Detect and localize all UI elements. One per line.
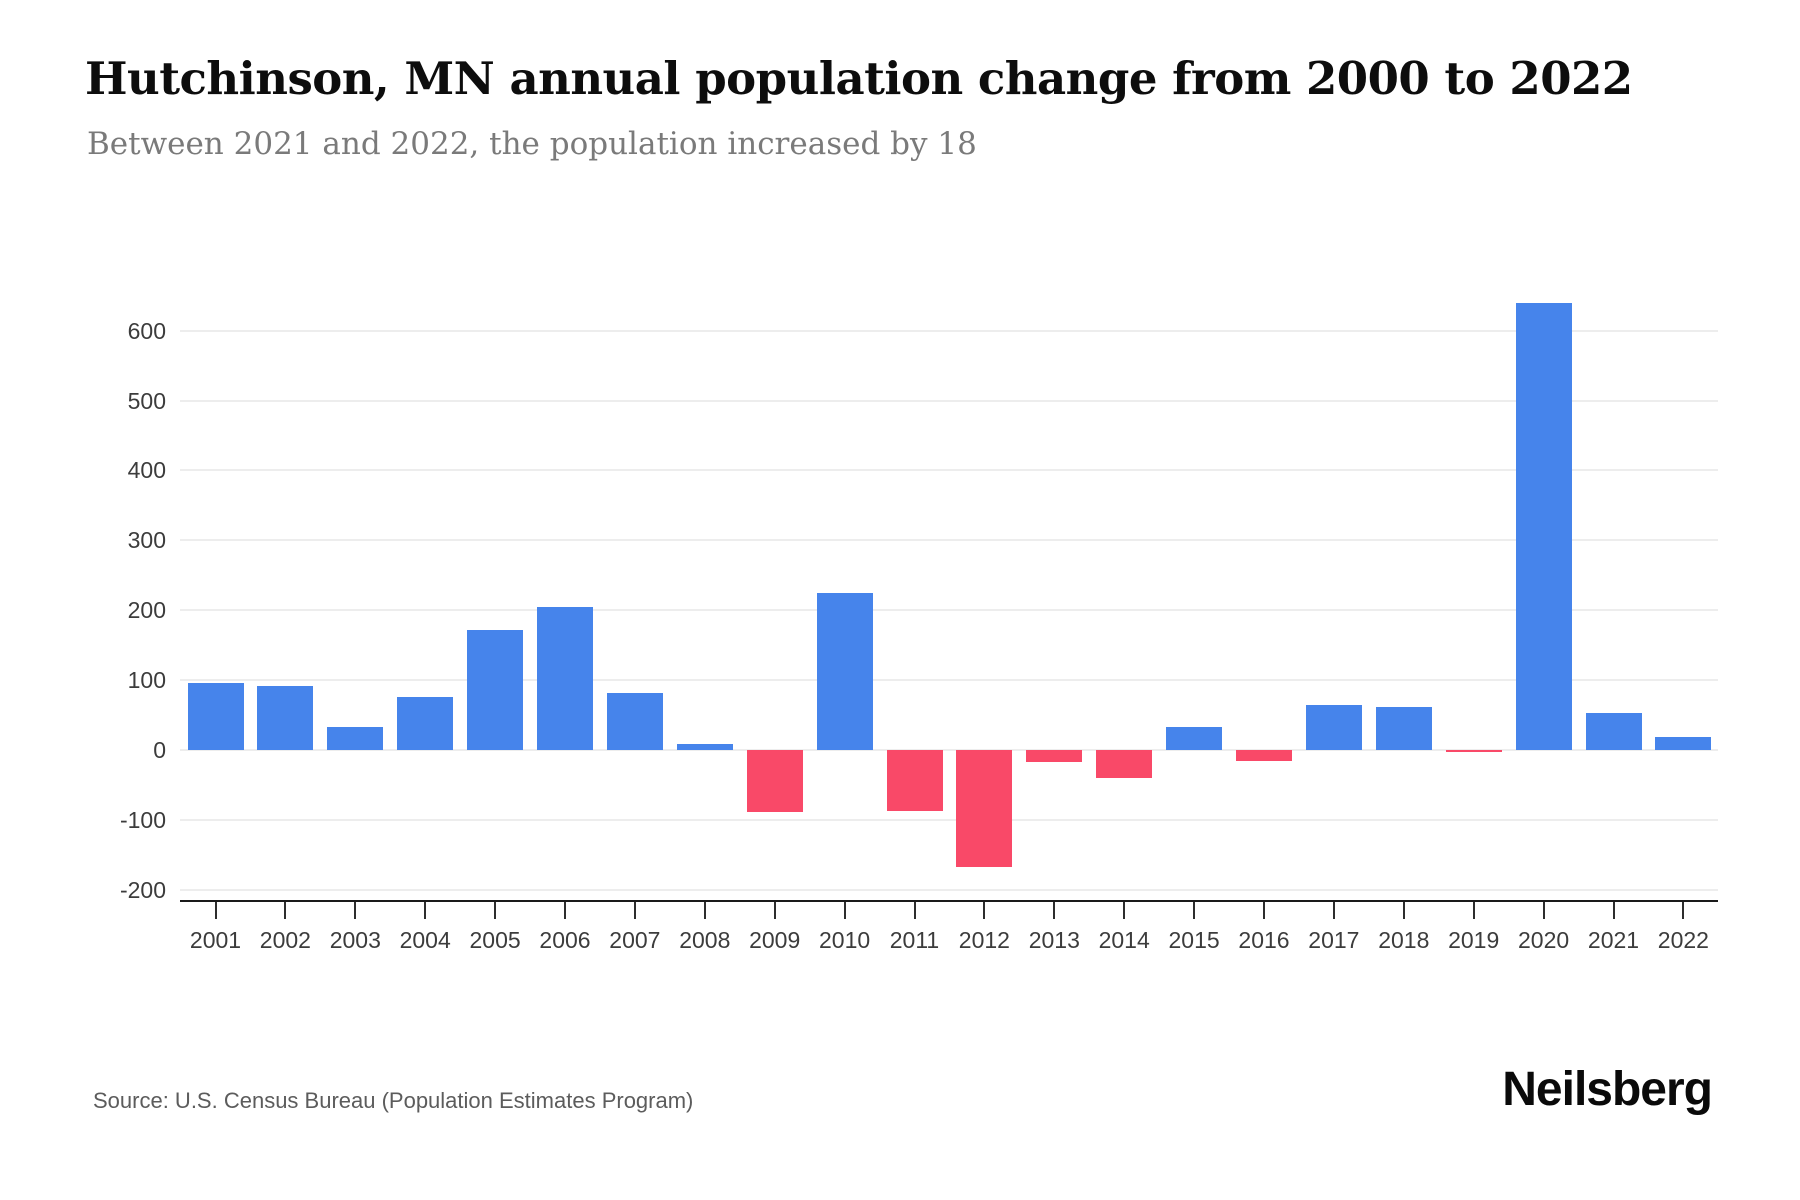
x-tick-2005 xyxy=(494,902,497,919)
bar-2019[interactable] xyxy=(1445,749,1502,752)
x-tick-2016 xyxy=(1263,902,1265,919)
grid-line-y-0 xyxy=(180,748,1718,751)
x-tick-2018 xyxy=(1402,902,1405,919)
y-axis-label-0: 0 xyxy=(153,736,166,763)
bar-2010[interactable] xyxy=(816,593,873,750)
y-axis-label-500: 500 xyxy=(127,387,166,414)
x-axis-label-2013: 2013 xyxy=(1028,927,1080,953)
bar-2007[interactable] xyxy=(606,693,663,750)
grid-line-y-300 xyxy=(180,539,1718,542)
y-axis-label-300: 300 xyxy=(127,527,166,554)
grid-line-y-200 xyxy=(180,609,1718,612)
y-axis-label-100: 100 xyxy=(127,667,166,693)
x-tick-2019 xyxy=(1472,902,1475,919)
bar-2018[interactable] xyxy=(1375,707,1432,750)
x-tick-2013 xyxy=(1053,902,1056,919)
x-axis-label-2007: 2007 xyxy=(609,927,661,953)
bar-2001[interactable] xyxy=(187,683,244,750)
x-axis-label-2019: 2019 xyxy=(1448,927,1500,953)
bar-2012[interactable] xyxy=(956,749,1013,868)
x-tick-2003 xyxy=(354,902,357,919)
x-axis-label-2010: 2010 xyxy=(819,927,871,953)
x-axis-label-2015: 2015 xyxy=(1168,927,1220,953)
x-axis-label-2001: 2001 xyxy=(189,927,242,953)
x-tick-2011 xyxy=(913,902,916,919)
x-axis-label-2003: 2003 xyxy=(329,927,381,953)
x-axis-label-2005: 2005 xyxy=(469,927,521,953)
x-tick-2015 xyxy=(1193,902,1196,919)
x-axis-label-2009: 2009 xyxy=(749,927,801,953)
x-axis-label-2018: 2018 xyxy=(1378,927,1430,953)
y-axis-label-600: 600 xyxy=(127,317,166,344)
x-axis-label-2022: 2022 xyxy=(1657,927,1709,953)
bar-2006[interactable] xyxy=(537,606,593,750)
x-axis-label-2017: 2017 xyxy=(1308,927,1360,953)
neilsberg-logo: Neilsberg xyxy=(1502,1063,1713,1116)
grid-line-y-400 xyxy=(180,469,1718,472)
grid-line-y-100 xyxy=(180,679,1718,681)
x-tick-2008 xyxy=(703,902,706,919)
bar-2002[interactable] xyxy=(257,686,314,750)
bar-2004[interactable] xyxy=(397,697,454,750)
x-axis-label-2002: 2002 xyxy=(259,927,311,953)
x-axis-label-2014: 2014 xyxy=(1098,927,1150,953)
x-axis-label-2004: 2004 xyxy=(399,927,451,953)
x-tick-2021 xyxy=(1612,902,1615,919)
chart-subtitle: Between 2021 and 2022, the population in… xyxy=(87,126,977,162)
bar-2016[interactable] xyxy=(1236,749,1292,761)
bar-2017[interactable] xyxy=(1305,705,1362,750)
x-tick-2017 xyxy=(1332,902,1335,919)
chart-title: Hutchinson, MN annual population change … xyxy=(85,52,1633,105)
bar-2014[interactable] xyxy=(1096,749,1153,779)
x-axis-label-2016: 2016 xyxy=(1238,927,1290,953)
bar-2021[interactable] xyxy=(1585,712,1642,750)
x-tick-2001 xyxy=(214,902,217,919)
x-tick-2020 xyxy=(1542,902,1545,919)
x-axis-label-2012: 2012 xyxy=(958,927,1010,953)
grid-line-y-500 xyxy=(180,399,1718,402)
x-axis-label-2006: 2006 xyxy=(539,927,591,953)
x-tick-2022 xyxy=(1682,902,1685,919)
y-axis-label-400: 400 xyxy=(127,457,166,484)
x-tick-2006 xyxy=(564,902,566,919)
x-tick-2004 xyxy=(424,902,427,919)
x-tick-2007 xyxy=(633,902,636,919)
y-axis-label--100: -100 xyxy=(119,806,166,833)
bar-2003[interactable] xyxy=(327,727,384,750)
grid-line-y--200 xyxy=(180,888,1718,891)
y-axis-label-200: 200 xyxy=(127,597,166,624)
bar-2005[interactable] xyxy=(467,630,524,750)
x-axis-label-2020: 2020 xyxy=(1518,927,1570,953)
source-caption: Source: U.S. Census Bureau (Population E… xyxy=(93,1088,694,1113)
x-axis-label-2011: 2011 xyxy=(889,927,940,953)
x-tick-2014 xyxy=(1123,902,1126,919)
bar-2015[interactable] xyxy=(1166,726,1223,750)
grid-line-y-600 xyxy=(180,329,1718,332)
grid-line-y--100 xyxy=(180,818,1718,821)
y-axis-label--200: -200 xyxy=(119,876,166,903)
x-tick-2010 xyxy=(843,902,846,919)
x-tick-2009 xyxy=(773,902,776,919)
bar-2020[interactable] xyxy=(1515,302,1572,750)
x-axis-label-2008: 2008 xyxy=(679,927,731,953)
bar-2022[interactable] xyxy=(1655,737,1712,750)
x-axis-label-2021: 2021 xyxy=(1587,927,1640,953)
x-axis-line xyxy=(180,900,1718,902)
x-tick-2002 xyxy=(284,902,287,919)
bar-2011[interactable] xyxy=(886,749,943,812)
bar-2009[interactable] xyxy=(746,749,803,812)
x-tick-2012 xyxy=(983,902,986,919)
bar-2013[interactable] xyxy=(1026,749,1083,762)
bar-2008[interactable] xyxy=(676,744,733,750)
